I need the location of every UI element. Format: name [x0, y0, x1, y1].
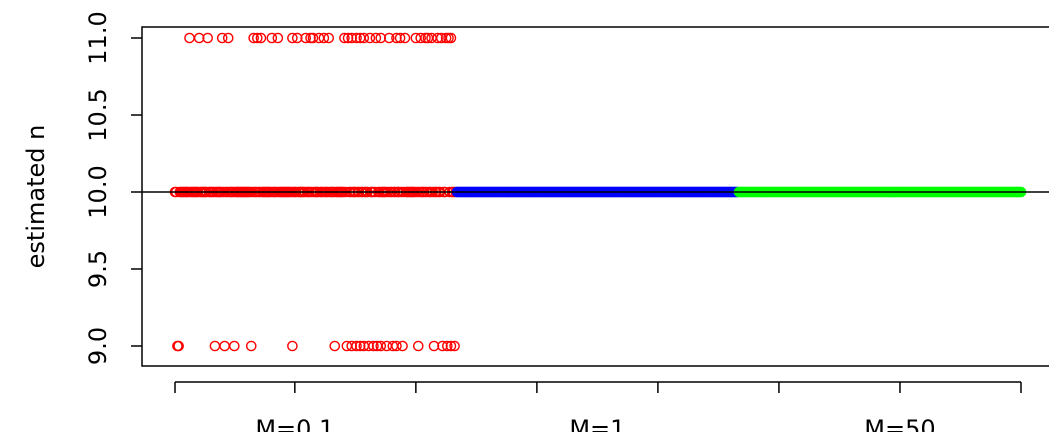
x-axis: M=0.1 M=1 M=50	[174, 381, 1022, 432]
x-category-label: M=1	[569, 415, 625, 432]
data-point	[383, 32, 395, 44]
data-point	[272, 32, 284, 44]
data-point	[209, 340, 221, 352]
data-point	[184, 32, 195, 44]
data-point	[323, 32, 335, 44]
data-point	[222, 32, 234, 44]
data-point	[351, 340, 362, 352]
data-point	[287, 340, 298, 352]
data-point	[351, 32, 362, 44]
data-point	[415, 32, 426, 44]
y-tick-label: 9.0	[84, 327, 112, 365]
plot-frame	[141, 26, 1049, 367]
y-tick-label: 11.0	[84, 11, 112, 64]
data-point	[307, 32, 319, 44]
data-point	[375, 32, 387, 44]
data-point	[397, 340, 408, 352]
data-point	[363, 340, 374, 352]
data-point	[432, 32, 443, 44]
data-point	[202, 32, 213, 44]
data-point	[318, 32, 330, 44]
data-point	[216, 32, 228, 44]
y-axis-title: estimated n	[22, 125, 50, 269]
data-point	[255, 32, 267, 44]
data-point	[394, 32, 406, 44]
data-point	[391, 340, 402, 352]
y-tick-label: 9.5	[84, 250, 112, 288]
data-point	[251, 32, 263, 44]
data-point	[342, 32, 354, 44]
data-point	[346, 340, 358, 352]
data-point	[245, 340, 257, 352]
data-point	[391, 32, 402, 44]
data-point	[248, 32, 259, 44]
data-point	[173, 340, 184, 352]
data-point	[193, 32, 205, 44]
data-point	[300, 32, 312, 44]
data-point	[370, 32, 382, 44]
y-tick-label: 10.0	[84, 165, 112, 218]
data-point	[329, 340, 341, 352]
x-category-label: M=0.1	[255, 415, 334, 432]
data-point	[375, 340, 387, 352]
data-point	[368, 340, 379, 352]
data-point	[364, 32, 376, 44]
data-point	[437, 340, 448, 352]
data-point	[291, 32, 303, 44]
data-point	[287, 32, 298, 44]
data-point	[445, 340, 457, 352]
data-point	[445, 32, 457, 44]
data-point	[412, 340, 424, 352]
y-axis: 9.0 9.5 10.0 10.5 11.0	[84, 11, 142, 365]
data-point	[442, 340, 453, 352]
data-point	[346, 32, 358, 44]
data-point	[358, 32, 370, 44]
x-category-label: M=50	[864, 415, 935, 432]
data-point	[339, 32, 350, 44]
y-tick-label: 10.5	[84, 88, 112, 141]
data-point	[219, 340, 230, 352]
data-point	[354, 340, 366, 352]
data-point	[428, 340, 440, 352]
data-point	[266, 32, 278, 44]
data-point	[228, 340, 240, 352]
data-point	[399, 32, 411, 44]
data-point	[449, 340, 460, 352]
